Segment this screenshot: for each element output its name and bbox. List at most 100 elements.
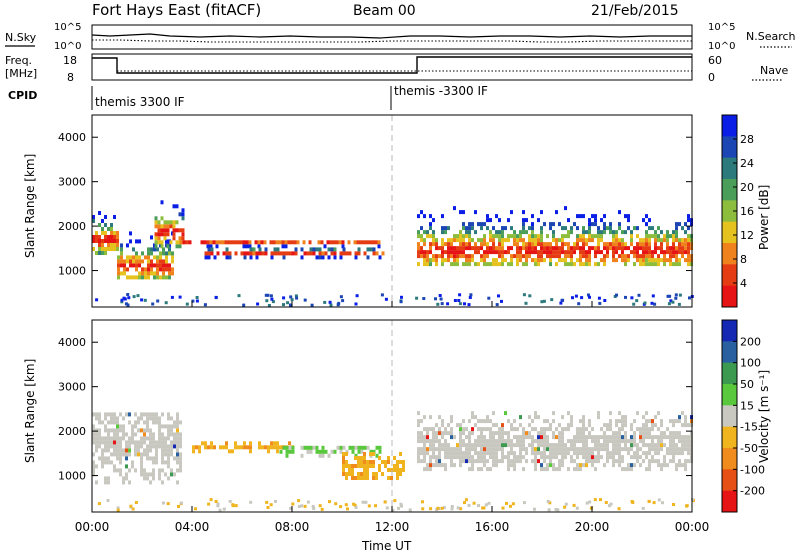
echo-cell: [107, 480, 110, 485]
echo-cell: [603, 431, 606, 436]
echo-cell: [417, 411, 420, 416]
echo-cell: [678, 435, 681, 440]
echo-cell: [126, 259, 129, 264]
echo-cell: [480, 226, 483, 231]
echo-cell: [549, 226, 552, 231]
echo-cell: [294, 247, 298, 252]
echo-cell: [534, 246, 537, 251]
echo-cell: [577, 302, 581, 306]
echo-cell: [116, 428, 119, 433]
echo-cell: [558, 467, 561, 472]
echo-cell: [621, 230, 624, 235]
echo-cell: [303, 445, 307, 450]
echo-cell: [450, 242, 453, 247]
echo-cell: [339, 255, 343, 260]
echo-cell: [495, 230, 498, 235]
echo-cell: [543, 451, 546, 456]
echo-cell: [107, 456, 110, 461]
echo-cell: [249, 449, 252, 454]
echo-cell: [141, 259, 144, 264]
echo-cell: [651, 254, 654, 259]
echo-cell: [621, 439, 624, 444]
echo-cell: [372, 251, 376, 256]
echo-cell: [630, 463, 633, 468]
echo-cell: [435, 254, 438, 259]
echo-cell: [510, 427, 513, 432]
echo-cell: [402, 464, 405, 468]
echo-cell: [134, 468, 137, 473]
echo-cell: [104, 436, 107, 441]
echo-cell: [146, 476, 149, 481]
echo-cell: [678, 258, 681, 263]
echo-cell: [116, 235, 119, 239]
echo-cell: [489, 246, 492, 251]
echo-cell: [543, 222, 546, 227]
echo-cell: [681, 246, 684, 251]
echo-cell: [225, 251, 229, 256]
echo-cell: [453, 262, 456, 267]
echo-cell: [270, 445, 273, 450]
echo-cell: [606, 254, 609, 259]
echo-cell: [573, 262, 576, 267]
echo-cell: [564, 258, 567, 263]
echo-cell: [501, 447, 504, 452]
echo-cell: [579, 254, 582, 259]
echo-cell: [98, 211, 101, 215]
echo-cell: [387, 456, 390, 460]
echo-cell: [160, 216, 164, 221]
echo-cell: [612, 451, 615, 456]
echo-cell: [161, 440, 164, 445]
echo-cell: [363, 472, 366, 476]
echo-cell: [669, 443, 672, 448]
echo-cell: [495, 234, 498, 239]
echo-cell: [128, 448, 131, 453]
echo-cell: [600, 258, 603, 263]
echo-cell: [666, 238, 669, 243]
echo-cell: [492, 447, 495, 452]
echo-cell: [176, 444, 179, 449]
echo-cell: [648, 254, 651, 259]
nsearch-trace: [92, 39, 692, 43]
colorbar-tick-label: 200: [740, 335, 761, 348]
echo-cell: [657, 254, 660, 259]
echo-cell: [495, 447, 498, 452]
echo-cell: [462, 246, 465, 251]
echo-cell: [588, 419, 591, 424]
echo-cell: [159, 255, 162, 260]
echo-cell: [519, 447, 522, 452]
echo-cell: [573, 435, 576, 440]
echo-cell: [597, 246, 600, 251]
echo-cell: [162, 271, 165, 276]
echo-cell: [249, 500, 253, 504]
echo-cell: [165, 267, 168, 272]
echo-cell: [567, 439, 570, 444]
echo-cell: [501, 427, 504, 432]
echo-cell: [225, 441, 228, 446]
echo-cell: [281, 240, 285, 245]
echo-cell: [639, 439, 642, 444]
echo-cell: [528, 226, 531, 231]
echo-cell: [176, 480, 179, 485]
echo-cell: [597, 238, 600, 243]
echo-cell: [444, 439, 447, 444]
echo-cell: [366, 468, 369, 472]
colorbar-tick-label: 20: [740, 181, 754, 194]
echo-cell: [607, 504, 611, 508]
echo-cell: [345, 460, 348, 464]
echo-cell: [537, 447, 540, 452]
echo-cell: [255, 255, 259, 260]
echo-cell: [645, 222, 648, 227]
echo-cell: [528, 431, 531, 436]
echo-cell: [555, 427, 558, 432]
echo-cell: [453, 451, 456, 456]
echo-cell: [125, 472, 128, 477]
echo-cell: [687, 459, 690, 464]
echo-cell: [104, 235, 107, 239]
echo-cell: [672, 246, 675, 251]
echo-cell: [432, 443, 435, 448]
echo-cell: [543, 242, 546, 247]
echo-cell: [570, 415, 573, 420]
echo-cell: [582, 435, 585, 440]
echo-cell: [310, 303, 314, 307]
echo-cell: [669, 299, 673, 303]
